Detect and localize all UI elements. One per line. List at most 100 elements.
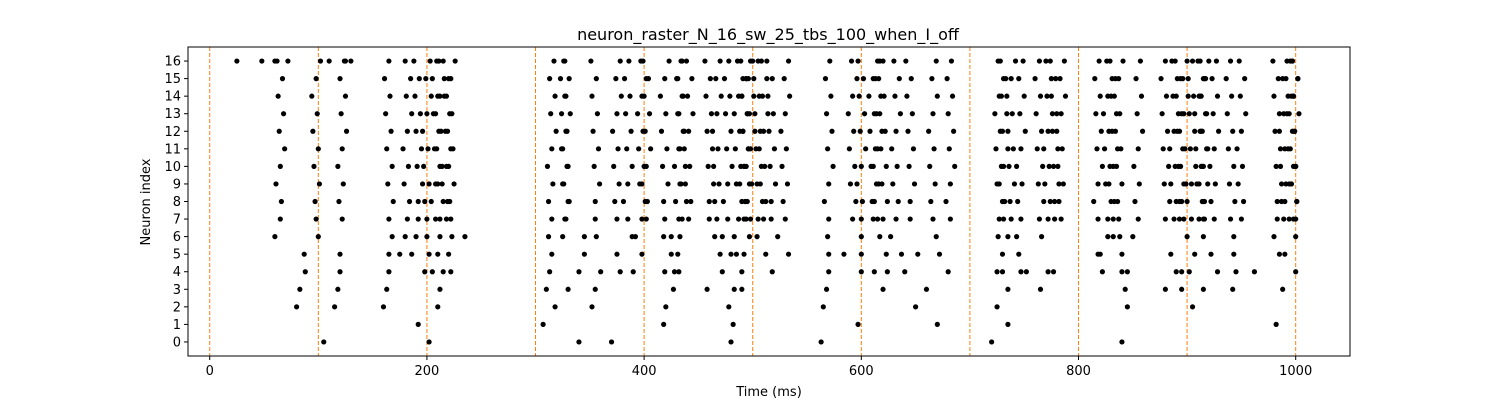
spike-dot	[1014, 234, 1020, 240]
spike-dot	[1276, 128, 1283, 134]
spike-dot	[822, 76, 829, 82]
spike-dot	[336, 198, 342, 205]
spike-dot	[847, 181, 854, 187]
spike-dot	[845, 111, 851, 117]
spike-dot	[755, 216, 761, 222]
spike-dot	[620, 198, 627, 205]
spike-dot	[593, 76, 599, 82]
spike-dot	[878, 146, 884, 152]
spike-dot	[855, 321, 861, 327]
spike-dot	[617, 58, 623, 64]
spike-dot	[785, 251, 792, 257]
spike-dot	[1232, 198, 1238, 205]
spike-dot	[386, 58, 392, 64]
spike-dot	[902, 269, 908, 275]
spike-dot	[1212, 181, 1218, 187]
spike-dot	[785, 58, 792, 64]
spike-dot	[630, 269, 636, 275]
spike-dot	[754, 234, 760, 240]
spike-dot	[1185, 93, 1191, 99]
spike-dot	[1274, 198, 1280, 205]
y-tick-label: 0	[173, 335, 181, 350]
spike-dot	[883, 163, 889, 169]
spike-dot	[589, 304, 595, 310]
spike-dot	[449, 234, 455, 240]
spike-dot	[769, 76, 775, 82]
spike-dot	[558, 111, 565, 117]
spike-dot	[1209, 76, 1215, 82]
spike-dot	[746, 111, 753, 117]
spike-dot	[1293, 216, 1299, 222]
spike-dot	[425, 146, 431, 152]
spike-dot	[1006, 163, 1012, 169]
y-axis-label: Neuron index	[139, 158, 154, 245]
spike-dot	[1171, 216, 1177, 222]
spike-dot	[680, 93, 686, 99]
spike-dot	[1023, 269, 1029, 275]
spike-dot	[1276, 251, 1283, 257]
spike-dot	[1135, 146, 1141, 152]
spike-dot	[1158, 76, 1164, 82]
spike-dot	[728, 128, 734, 134]
spike-dot	[383, 111, 389, 117]
spike-dot	[1113, 163, 1120, 169]
spike-dot	[413, 234, 419, 240]
spike-dot	[1094, 146, 1100, 152]
spike-dot	[280, 111, 287, 117]
spike-dot	[719, 234, 725, 240]
spike-dot	[337, 269, 343, 275]
spike-dot	[739, 286, 745, 292]
spike-dot	[909, 111, 915, 117]
spike-dot	[1236, 58, 1242, 64]
spike-dot	[1227, 58, 1234, 64]
spike-dot	[1138, 93, 1145, 99]
spike-dot	[1119, 181, 1125, 187]
spike-dot	[592, 198, 598, 205]
spike-dot	[826, 251, 832, 257]
spike-dot	[726, 304, 732, 310]
spike-dot	[443, 93, 450, 99]
spike-dot	[1294, 198, 1300, 205]
spike-dot	[946, 146, 952, 152]
spike-dot	[448, 76, 454, 82]
spike-dot	[426, 339, 432, 345]
spike-dot	[550, 181, 556, 187]
spike-dot	[380, 304, 387, 310]
spike-dot	[1035, 181, 1041, 187]
spike-dot	[385, 181, 391, 187]
spike-dot	[278, 198, 284, 205]
x-axis-label: Time (ms)	[735, 385, 802, 400]
spike-dot	[705, 163, 711, 169]
spike-dot	[1062, 93, 1069, 99]
spike-dot	[910, 146, 917, 152]
spike-dot	[1105, 234, 1111, 240]
spike-dot	[389, 163, 395, 169]
spike-dot	[552, 93, 558, 99]
spike-dot	[625, 181, 631, 187]
spike-dot	[769, 269, 775, 275]
spike-dot	[850, 216, 856, 222]
spike-dot	[1162, 58, 1168, 64]
spike-dot	[452, 58, 458, 64]
spike-dot	[562, 93, 568, 99]
spike-dot	[1199, 163, 1205, 169]
spike-dot	[858, 234, 864, 240]
x-tick-label: 200	[415, 364, 440, 379]
spike-dot	[688, 198, 694, 205]
spike-dot	[433, 111, 439, 117]
spike-dot	[728, 339, 734, 345]
spike-dot	[1133, 76, 1139, 82]
spike-dot	[855, 58, 861, 64]
spike-dot	[629, 163, 635, 169]
spike-dot	[1192, 128, 1198, 134]
spike-dot	[1020, 58, 1026, 64]
spike-dot	[1018, 216, 1024, 222]
y-tick-label: 7	[173, 213, 181, 228]
spike-dot	[429, 269, 435, 275]
spike-dot	[943, 198, 949, 205]
spike-dot	[1293, 234, 1299, 240]
spike-dot	[731, 234, 737, 240]
spike-dot	[1002, 198, 1008, 205]
spike-dot	[1287, 146, 1293, 152]
spike-dot	[995, 234, 1001, 240]
